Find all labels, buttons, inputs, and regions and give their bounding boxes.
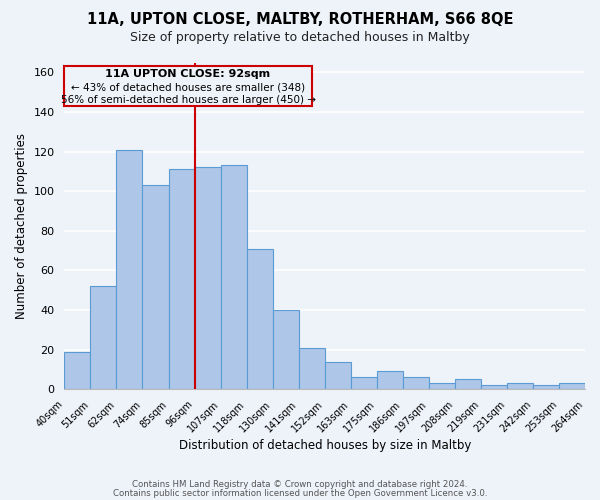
Text: Contains HM Land Registry data © Crown copyright and database right 2024.: Contains HM Land Registry data © Crown c… (132, 480, 468, 489)
Bar (247, 248, 272, 390)
FancyBboxPatch shape (64, 66, 311, 106)
Bar (299, 348, 325, 390)
Text: 11A, UPTON CLOSE, MALTBY, ROTHERHAM, S66 8QE: 11A, UPTON CLOSE, MALTBY, ROTHERHAM, S66… (87, 12, 513, 28)
Bar (221, 166, 247, 390)
Text: 11A UPTON CLOSE: 92sqm: 11A UPTON CLOSE: 92sqm (106, 70, 271, 80)
Text: ← 43% of detached houses are smaller (348): ← 43% of detached houses are smaller (34… (71, 82, 305, 92)
X-axis label: Distribution of detached houses by size in Maltby: Distribution of detached houses by size … (179, 440, 471, 452)
Bar (507, 384, 533, 390)
Bar (429, 384, 455, 390)
Text: Size of property relative to detached houses in Maltby: Size of property relative to detached ho… (130, 31, 470, 44)
Bar (481, 386, 507, 390)
Bar (351, 378, 377, 390)
Bar (194, 168, 221, 390)
Bar (64, 352, 91, 390)
Bar (169, 170, 194, 390)
Bar (142, 186, 169, 390)
Bar (325, 362, 351, 390)
Bar (455, 380, 481, 390)
Text: Contains public sector information licensed under the Open Government Licence v3: Contains public sector information licen… (113, 488, 487, 498)
Bar (533, 386, 559, 390)
Bar (91, 286, 116, 390)
Bar (403, 378, 429, 390)
Y-axis label: Number of detached properties: Number of detached properties (15, 133, 28, 319)
Text: 56% of semi-detached houses are larger (450) →: 56% of semi-detached houses are larger (… (61, 95, 316, 105)
Bar (116, 150, 142, 390)
Bar (272, 310, 299, 390)
Bar (377, 372, 403, 390)
Bar (559, 384, 585, 390)
